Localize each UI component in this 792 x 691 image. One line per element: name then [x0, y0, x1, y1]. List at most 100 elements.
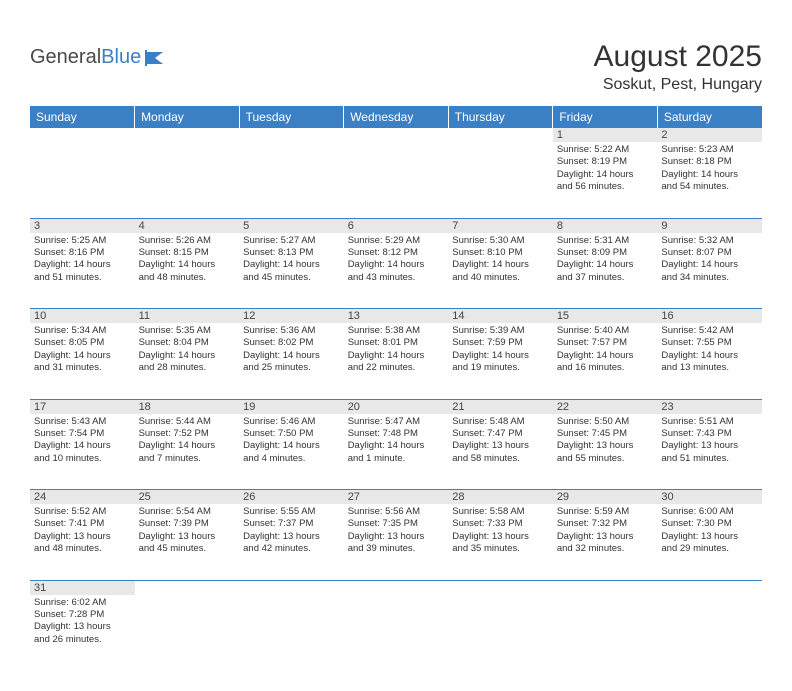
daylight-text: and 45 minutes. — [243, 272, 340, 284]
daylight-text: Daylight: 14 hours — [348, 440, 445, 452]
title-block: August 2025 Soskut, Pest, Hungary — [594, 40, 762, 94]
day-number-cell: 17 — [30, 399, 135, 414]
sunset-text: Sunset: 7:59 PM — [452, 337, 549, 349]
sunrise-text: Sunrise: 5:43 AM — [34, 416, 131, 428]
weekday-header: Monday — [135, 106, 240, 128]
daylight-text: Daylight: 14 hours — [557, 169, 654, 181]
day-cell: Sunrise: 5:30 AMSunset: 8:10 PMDaylight:… — [448, 233, 553, 309]
sunrise-text: Sunrise: 5:38 AM — [348, 325, 445, 337]
daynum-row: 3456789 — [30, 218, 762, 233]
day-number-cell: 4 — [135, 218, 240, 233]
sunset-text: Sunset: 7:35 PM — [348, 518, 445, 530]
day-number-cell — [344, 580, 449, 595]
day-number-cell — [135, 128, 240, 142]
day-cell — [135, 595, 240, 671]
sunrise-text: Sunrise: 5:58 AM — [452, 506, 549, 518]
sunset-text: Sunset: 7:41 PM — [34, 518, 131, 530]
day-cell — [239, 142, 344, 218]
day-number-cell — [30, 128, 135, 142]
day-cell: Sunrise: 5:35 AMSunset: 8:04 PMDaylight:… — [135, 323, 240, 399]
sunset-text: Sunset: 7:48 PM — [348, 428, 445, 440]
sunrise-text: Sunrise: 5:47 AM — [348, 416, 445, 428]
week-row: Sunrise: 6:02 AMSunset: 7:28 PMDaylight:… — [30, 595, 762, 671]
day-number-cell: 7 — [448, 218, 553, 233]
sunrise-text: Sunrise: 6:00 AM — [661, 506, 758, 518]
sunset-text: Sunset: 7:55 PM — [661, 337, 758, 349]
sunset-text: Sunset: 8:05 PM — [34, 337, 131, 349]
day-cell — [448, 142, 553, 218]
day-cell: Sunrise: 5:47 AMSunset: 7:48 PMDaylight:… — [344, 414, 449, 490]
daylight-text: Daylight: 14 hours — [557, 350, 654, 362]
daylight-text: Daylight: 13 hours — [34, 621, 131, 633]
sunrise-text: Sunrise: 5:46 AM — [243, 416, 340, 428]
day-number-cell — [657, 580, 762, 595]
daylight-text: and 51 minutes. — [661, 453, 758, 465]
day-number-cell: 13 — [344, 309, 449, 324]
sunset-text: Sunset: 8:12 PM — [348, 247, 445, 259]
weekday-header: Wednesday — [344, 106, 449, 128]
sunset-text: Sunset: 8:01 PM — [348, 337, 445, 349]
sunset-text: Sunset: 7:39 PM — [139, 518, 236, 530]
sunset-text: Sunset: 8:19 PM — [557, 156, 654, 168]
day-cell: Sunrise: 5:48 AMSunset: 7:47 PMDaylight:… — [448, 414, 553, 490]
day-number-cell: 27 — [344, 490, 449, 505]
daylight-text: Daylight: 14 hours — [139, 350, 236, 362]
day-cell: Sunrise: 5:27 AMSunset: 8:13 PMDaylight:… — [239, 233, 344, 309]
daylight-text: Daylight: 14 hours — [661, 259, 758, 271]
page-header: GeneralBlue August 2025 Soskut, Pest, Hu… — [30, 40, 762, 94]
sunrise-text: Sunrise: 5:40 AM — [557, 325, 654, 337]
day-cell: Sunrise: 5:22 AMSunset: 8:19 PMDaylight:… — [553, 142, 658, 218]
daylight-text: Daylight: 13 hours — [661, 440, 758, 452]
day-number-cell: 24 — [30, 490, 135, 505]
daylight-text: and 7 minutes. — [139, 453, 236, 465]
sunset-text: Sunset: 7:47 PM — [452, 428, 549, 440]
sunset-text: Sunset: 8:02 PM — [243, 337, 340, 349]
daynum-row: 31 — [30, 580, 762, 595]
sunset-text: Sunset: 8:09 PM — [557, 247, 654, 259]
sunrise-text: Sunrise: 5:36 AM — [243, 325, 340, 337]
day-number-cell — [553, 580, 658, 595]
day-cell: Sunrise: 5:32 AMSunset: 8:07 PMDaylight:… — [657, 233, 762, 309]
daylight-text: Daylight: 14 hours — [34, 259, 131, 271]
sunrise-text: Sunrise: 5:44 AM — [139, 416, 236, 428]
weekday-header: Thursday — [448, 106, 553, 128]
day-cell: Sunrise: 5:46 AMSunset: 7:50 PMDaylight:… — [239, 414, 344, 490]
daylight-text: Daylight: 14 hours — [139, 259, 236, 271]
sunrise-text: Sunrise: 5:42 AM — [661, 325, 758, 337]
day-cell: Sunrise: 5:29 AMSunset: 8:12 PMDaylight:… — [344, 233, 449, 309]
flag-icon — [145, 50, 167, 66]
day-cell — [135, 142, 240, 218]
logo-text-2: Blue — [101, 46, 141, 69]
day-number-cell: 23 — [657, 399, 762, 414]
day-cell — [553, 595, 658, 671]
daylight-text: Daylight: 14 hours — [452, 259, 549, 271]
day-number-cell: 21 — [448, 399, 553, 414]
sunset-text: Sunset: 7:28 PM — [34, 609, 131, 621]
sunset-text: Sunset: 7:57 PM — [557, 337, 654, 349]
weekday-header-row: SundayMondayTuesdayWednesdayThursdayFrid… — [30, 106, 762, 128]
day-number-cell: 15 — [553, 309, 658, 324]
daylight-text: and 58 minutes. — [452, 453, 549, 465]
calendar-body: 12Sunrise: 5:22 AMSunset: 8:19 PMDayligh… — [30, 128, 762, 671]
daynum-row: 24252627282930 — [30, 490, 762, 505]
weekday-header: Saturday — [657, 106, 762, 128]
day-cell — [239, 595, 344, 671]
sunset-text: Sunset: 8:04 PM — [139, 337, 236, 349]
sunset-text: Sunset: 7:37 PM — [243, 518, 340, 530]
day-cell: Sunrise: 5:55 AMSunset: 7:37 PMDaylight:… — [239, 504, 344, 580]
sunrise-text: Sunrise: 5:23 AM — [661, 144, 758, 156]
day-number-cell: 9 — [657, 218, 762, 233]
location: Soskut, Pest, Hungary — [594, 76, 762, 94]
daylight-text: Daylight: 14 hours — [557, 259, 654, 271]
weekday-header: Friday — [553, 106, 658, 128]
daylight-text: Daylight: 14 hours — [348, 350, 445, 362]
week-row: Sunrise: 5:22 AMSunset: 8:19 PMDaylight:… — [30, 142, 762, 218]
day-number-cell: 2 — [657, 128, 762, 142]
day-cell — [344, 595, 449, 671]
daylight-text: Daylight: 13 hours — [34, 531, 131, 543]
day-cell: Sunrise: 5:36 AMSunset: 8:02 PMDaylight:… — [239, 323, 344, 399]
week-row: Sunrise: 5:52 AMSunset: 7:41 PMDaylight:… — [30, 504, 762, 580]
sunset-text: Sunset: 7:50 PM — [243, 428, 340, 440]
sunrise-text: Sunrise: 5:52 AM — [34, 506, 131, 518]
daylight-text: and 45 minutes. — [139, 543, 236, 555]
